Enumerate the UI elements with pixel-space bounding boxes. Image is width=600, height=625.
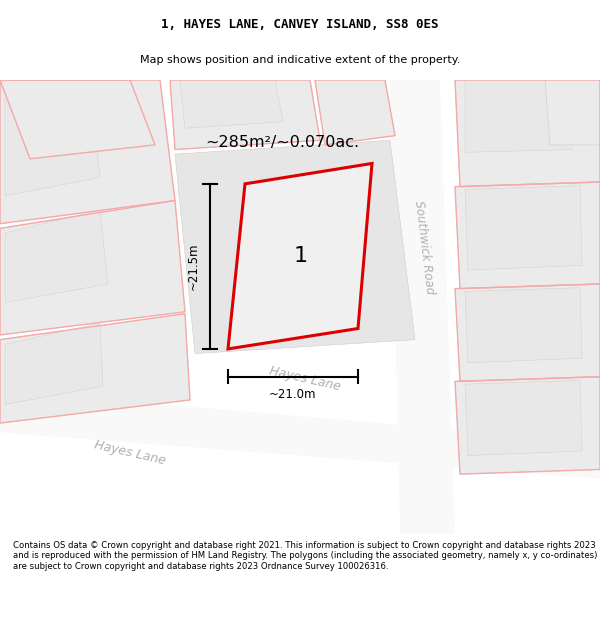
Polygon shape — [455, 284, 600, 381]
Polygon shape — [5, 323, 103, 404]
Polygon shape — [5, 210, 108, 302]
Polygon shape — [0, 80, 175, 224]
Polygon shape — [315, 80, 395, 145]
Polygon shape — [465, 288, 582, 363]
Text: Hayes Lane: Hayes Lane — [268, 364, 342, 393]
Text: Southwick Road: Southwick Road — [412, 199, 436, 294]
Text: Hayes Lane: Hayes Lane — [93, 438, 167, 468]
Polygon shape — [465, 186, 582, 270]
Polygon shape — [465, 80, 572, 152]
Polygon shape — [465, 381, 582, 456]
Polygon shape — [180, 80, 283, 128]
Polygon shape — [455, 80, 600, 187]
Text: ~21.5m: ~21.5m — [187, 242, 200, 290]
Polygon shape — [390, 80, 455, 534]
Polygon shape — [0, 314, 190, 423]
Polygon shape — [455, 377, 600, 474]
Text: Contains OS data © Crown copyright and database right 2021. This information is : Contains OS data © Crown copyright and d… — [13, 541, 598, 571]
Polygon shape — [0, 80, 155, 159]
Polygon shape — [0, 201, 185, 335]
Polygon shape — [0, 391, 600, 479]
Polygon shape — [455, 182, 600, 289]
Polygon shape — [228, 164, 372, 349]
Polygon shape — [175, 140, 415, 354]
Text: ~21.0m: ~21.0m — [269, 388, 317, 401]
Polygon shape — [545, 80, 600, 145]
Polygon shape — [5, 80, 100, 196]
Text: 1, HAYES LANE, CANVEY ISLAND, SS8 0ES: 1, HAYES LANE, CANVEY ISLAND, SS8 0ES — [161, 18, 439, 31]
Text: Map shows position and indicative extent of the property.: Map shows position and indicative extent… — [140, 55, 460, 65]
Text: 1: 1 — [293, 246, 308, 266]
Polygon shape — [170, 80, 320, 149]
Polygon shape — [0, 182, 210, 247]
Text: ~285m²/~0.070ac.: ~285m²/~0.070ac. — [205, 134, 359, 149]
